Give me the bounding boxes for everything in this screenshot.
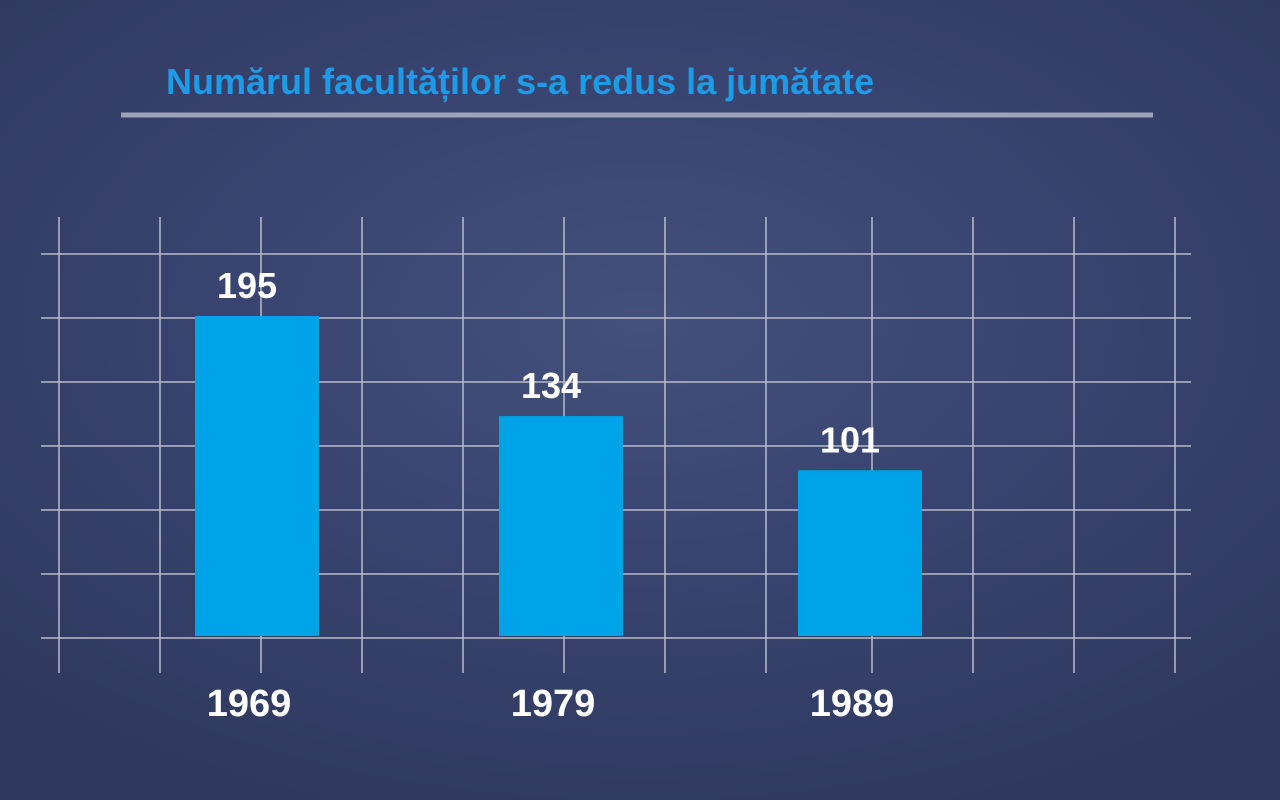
bar-1989 (798, 470, 922, 636)
data-label-1969: 195 (217, 265, 277, 306)
labels-group: 195 1969 134 1979 101 1989 (207, 265, 895, 725)
chart-title: Numărul facultăților s-a redus la jumăta… (166, 61, 874, 103)
x-tick-label-1979: 1979 (511, 683, 596, 725)
bar-1979 (499, 416, 623, 636)
bar-1969 (195, 316, 319, 636)
data-label-1989: 101 (820, 419, 880, 460)
data-label-1979: 134 (521, 365, 581, 406)
x-tick-label-1989: 1989 (810, 683, 895, 725)
bars-group (195, 316, 922, 636)
x-tick-label-1969: 1969 (207, 683, 292, 725)
